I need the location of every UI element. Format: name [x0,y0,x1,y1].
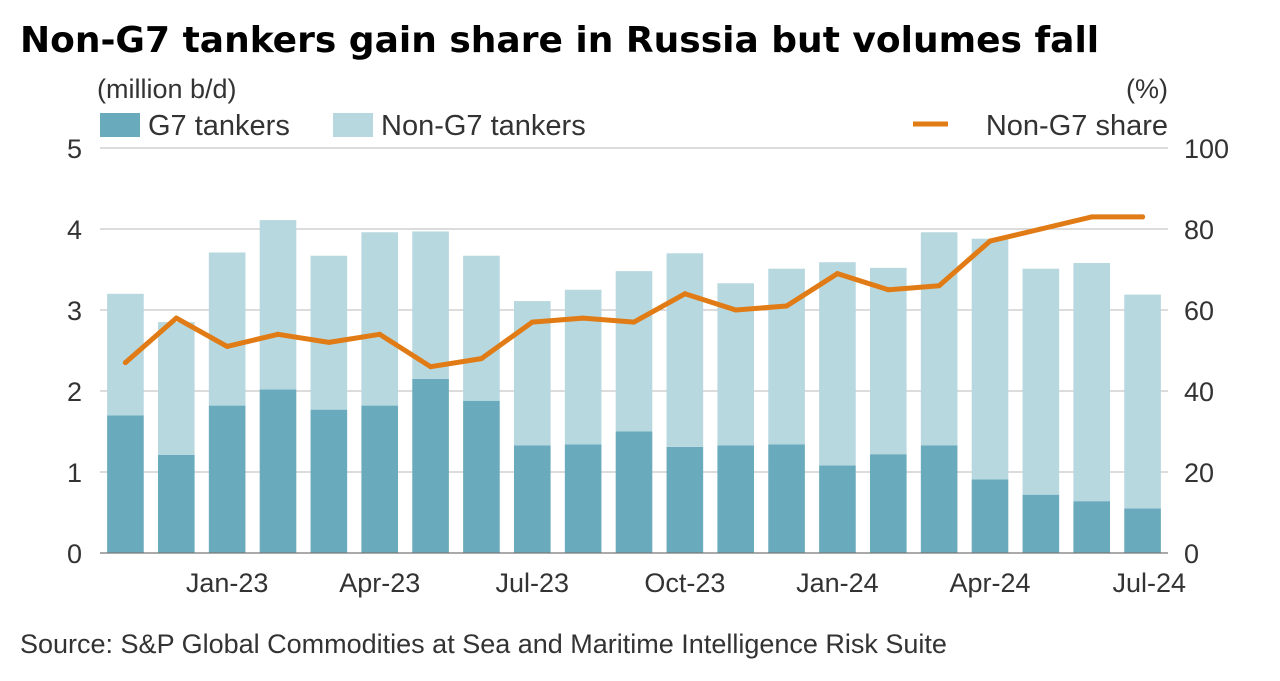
bar-non-g7-tankers [971,238,1009,480]
legend: G7 tankers Non-G7 tankers Non-G7 share [100,110,1168,142]
share-point [529,319,535,325]
share-point [326,339,332,345]
bar-g7-tankers [107,415,144,553]
y2-tick-label: 80 [1184,215,1214,245]
share-point [377,331,383,337]
x-tick-label: Jul-24 [1112,568,1186,598]
left-axis-unit: (million b/d) [97,74,237,104]
chart-title: Non-G7 tankers gain share in Russia but … [20,20,1099,61]
bar-g7-tankers [157,454,195,553]
share-line-group [122,214,1146,370]
share-point [834,271,840,277]
share-point [428,364,434,370]
y-tick-label: 1 [67,458,82,488]
bar-non-g7-tankers [310,255,348,410]
bar-g7-tankers [412,378,449,553]
bar-g7-tankers [259,389,297,553]
bar-g7-tankers [208,405,246,553]
legend-label-non-g7-share: Non-G7 share [986,110,1168,142]
legend-swatch-g7-tankers [100,113,140,137]
share-point [275,331,281,337]
share-point [1038,226,1044,232]
bar-g7-tankers [615,431,653,553]
share-point [784,303,790,309]
bar-g7-tankers [310,409,348,553]
y-tick-label: 4 [67,215,82,245]
bar-g7-tankers [513,445,551,553]
share-point [224,343,230,349]
share-point [173,315,179,321]
bar-non-g7-tankers [615,271,653,432]
bar-g7-tankers [971,479,1009,553]
bar-g7-tankers [463,400,500,553]
x-tick-label: Jul-23 [496,568,570,598]
bar-g7-tankers [361,405,399,553]
share-point [478,356,484,362]
y-tick-label: 2 [67,377,82,407]
bar-non-g7-tankers [666,253,704,447]
share-point [631,319,637,325]
legend-label-g7-tankers: G7 tankers [148,110,290,142]
bar-g7-tankers [819,465,856,553]
x-tick-label: Jan-24 [796,568,879,598]
bar-g7-tankers [1022,494,1060,553]
y-tick-label: 5 [67,134,82,164]
share-point [885,287,891,293]
x-tick-label: Jan-23 [186,568,269,598]
share-point [1140,214,1146,220]
bar-g7-tankers [1124,508,1161,553]
y2-tick-label: 20 [1184,458,1214,488]
bar-g7-tankers [768,444,805,553]
bar-non-g7-tankers [819,262,856,466]
share-point [1089,214,1095,220]
y-tick-label: 0 [67,539,82,569]
y2-tick-label: 0 [1184,539,1199,569]
share-point [733,307,739,313]
legend-label-non-g7-tankers: Non-G7 tankers [381,110,586,142]
source-note: Source: S&P Global Commodities at Sea an… [20,629,947,659]
bar-non-g7-tankers [869,267,907,455]
share-point [122,360,128,366]
x-tick-label: Apr-23 [339,568,420,598]
x-tick-label: Oct-23 [644,568,725,598]
bar-g7-tankers [1073,501,1111,553]
x-tick-label: Apr-24 [949,568,1030,598]
share-point [580,315,586,321]
tick-labels: 0 1 2 3 4 5 0 20 40 60 80 100 Jan-23 Apr-23 Jul-23 Oct-… [67,134,1229,598]
share-point [682,291,688,297]
bar-non-g7-tankers [1124,294,1161,509]
bar-non-g7-tankers [259,220,297,390]
bar-non-g7-tankers [157,322,195,455]
bar-non-g7-tankers [920,232,958,446]
bar-non-g7-tankers [412,231,449,379]
right-axis-unit: (%) [1126,74,1168,104]
y2-tick-label: 100 [1184,134,1229,164]
bar-g7-tankers [920,445,958,553]
bar-non-g7-tankers [564,289,602,445]
bar-non-g7-tankers [208,252,246,406]
y2-tick-label: 60 [1184,296,1214,326]
bar-non-g7-tankers [1022,268,1060,495]
bar-non-g7-tankers [1073,263,1111,502]
bars [107,220,1161,553]
bar-g7-tankers [869,454,907,553]
bar-non-g7-tankers [463,255,500,401]
bar-g7-tankers [564,444,602,553]
share-point [936,283,942,289]
bar-non-g7-tankers [361,232,399,406]
share-point [987,238,993,244]
y2-tick-label: 40 [1184,377,1214,407]
legend-swatch-non-g7-tankers [333,113,373,137]
bar-g7-tankers [717,445,755,553]
y-tick-label: 3 [67,296,82,326]
bar-g7-tankers [666,446,704,553]
